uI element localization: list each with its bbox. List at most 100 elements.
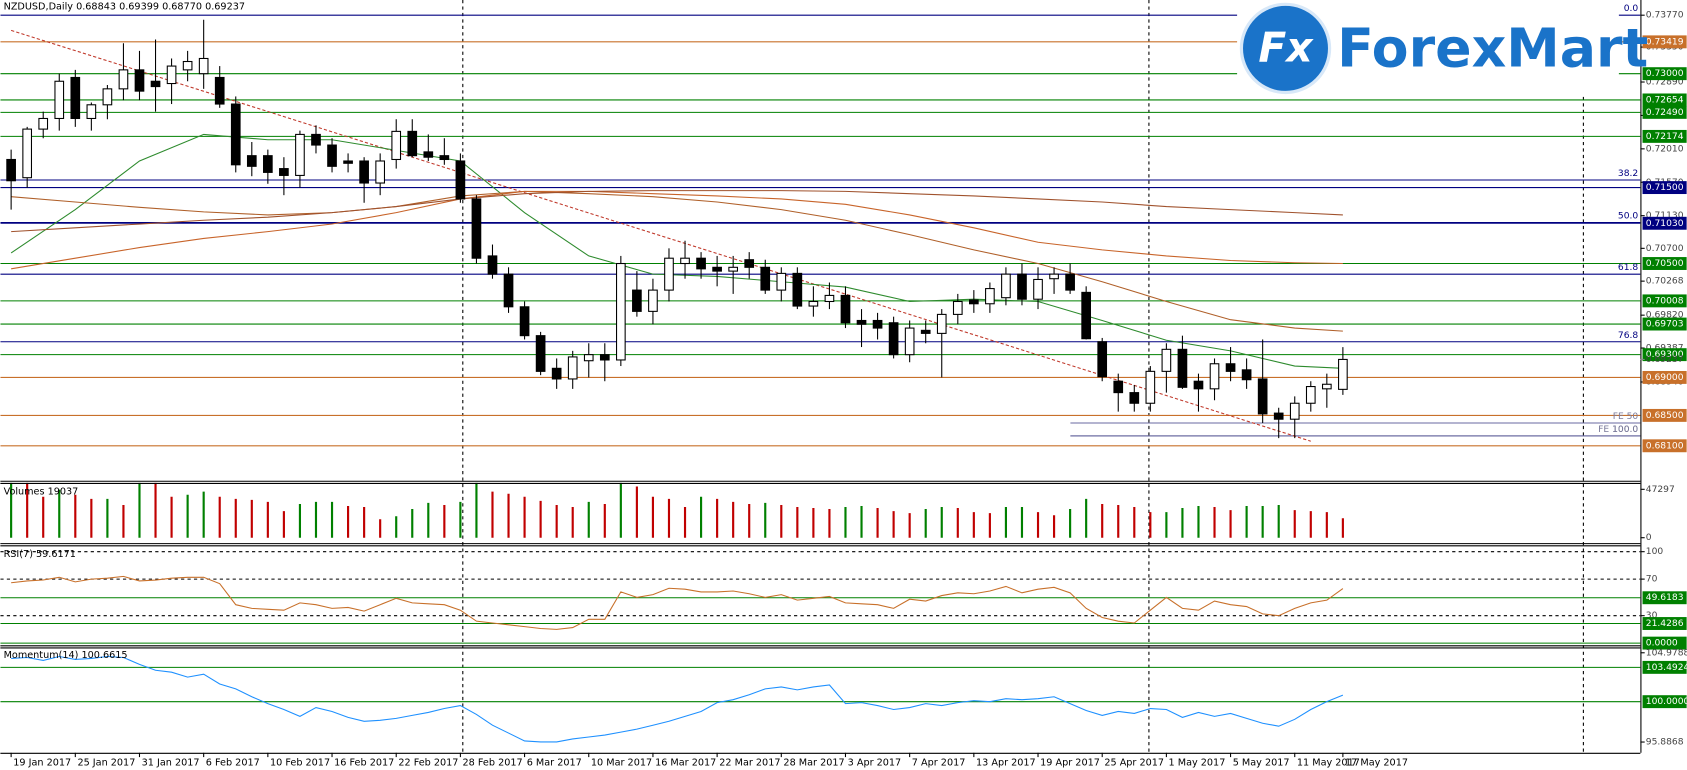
level-label-box <box>1642 617 1687 630</box>
fib-label: 38.2 <box>1618 169 1638 179</box>
x-tick-label: 16 Feb 2017 <box>334 757 394 768</box>
x-tick-label: 25 Apr 2017 <box>1104 757 1164 768</box>
level-label-box <box>1642 105 1687 119</box>
candle-body <box>22 128 33 179</box>
candle-body <box>359 160 369 184</box>
candle-body <box>198 57 209 75</box>
candle-body <box>616 262 626 361</box>
level-label-box <box>1642 348 1687 362</box>
indicator-line <box>11 655 1344 743</box>
candle-body <box>728 266 739 272</box>
candle-body <box>343 160 353 164</box>
candle-body <box>567 356 578 380</box>
candle-body <box>391 130 402 161</box>
candle-body <box>311 133 321 146</box>
level-label-box <box>1642 370 1687 384</box>
level-label: 49.6183 <box>1646 593 1684 603</box>
y-tick-label: 0.72890 <box>1646 78 1684 88</box>
candle-body <box>54 80 65 120</box>
symbol-header: NZDUSD,Daily 0.68843 0.69399 0.68770 0.6… <box>4 1 245 12</box>
candle-body <box>648 289 658 312</box>
candle-body <box>230 103 241 166</box>
candle-body <box>760 266 771 291</box>
level-label-box <box>1642 317 1687 331</box>
level-label: 0.72490 <box>1646 108 1684 118</box>
candle-body <box>503 273 514 308</box>
fib-label: 0.0 <box>1624 4 1639 14</box>
x-tick-label: 28 Mar 2017 <box>783 757 844 768</box>
candle-body <box>279 168 289 176</box>
x-tick-label: 25 Jan 2017 <box>77 757 135 768</box>
x-tick-label: 11 May 2017 <box>1297 757 1360 768</box>
level-label-box <box>1642 636 1687 650</box>
level-label: 0.73419 <box>1646 37 1684 47</box>
x-tick-label: 10 Feb 2017 <box>270 757 330 768</box>
candle-body <box>1177 348 1188 388</box>
candle-body <box>1081 291 1091 340</box>
moving-average <box>11 190 1343 332</box>
candle-body <box>680 257 690 265</box>
candle-body <box>6 158 16 182</box>
x-tick-label: 22 Mar 2017 <box>719 757 780 768</box>
x-tick-label: 5 May 2017 <box>1233 757 1290 768</box>
fe-label: FE 100.0 <box>1598 425 1638 435</box>
candle-body <box>1257 378 1268 415</box>
candle-body <box>38 117 49 130</box>
fe-label: FE 50 <box>1613 412 1639 422</box>
candle-body <box>1273 412 1284 420</box>
candle-body <box>246 155 257 167</box>
candle-body <box>1033 278 1043 300</box>
candle-body <box>102 88 113 106</box>
candle-body <box>792 272 803 307</box>
moving-average <box>11 190 1343 270</box>
x-tick-label: 22 Feb 2017 <box>398 757 458 768</box>
candle-body <box>535 335 546 372</box>
overlay: NZDUSD,Daily 0.68843 0.69399 0.68770 0.6… <box>4 0 1648 661</box>
candle-body <box>952 300 963 315</box>
candle-body <box>1289 402 1300 420</box>
level-label-box <box>1642 181 1687 195</box>
candle-body <box>1065 273 1075 291</box>
candle-body <box>1225 363 1236 372</box>
candle-body <box>1113 380 1124 394</box>
candle-body <box>295 133 305 176</box>
candle-body <box>664 257 674 291</box>
x-tick-label: 31 Jan 2017 <box>142 757 200 768</box>
level-label: 0.71500 <box>1646 183 1684 193</box>
candle-body <box>599 354 610 361</box>
level-label: 0.73000 <box>1646 69 1684 79</box>
candle-body <box>551 367 562 380</box>
price-panel <box>0 14 1641 447</box>
x-tick-label: 19 Jan 2017 <box>13 757 71 768</box>
level-label: 0.72654 <box>1646 95 1684 105</box>
candle-body <box>840 294 851 324</box>
y-tick-label: 104.9788 <box>1646 648 1687 658</box>
candle-body <box>1161 348 1172 372</box>
candle-body <box>214 76 225 105</box>
level-label-box <box>1642 35 1687 49</box>
logo-circle <box>1239 2 1332 95</box>
y-tick-label: 0.70700 <box>1646 244 1684 254</box>
x-tick-label: 10 Mar 2017 <box>591 757 652 768</box>
candle-body <box>1241 369 1252 381</box>
candle-body <box>1305 386 1316 404</box>
candle-body <box>471 198 482 259</box>
candle-body <box>327 144 337 167</box>
candle-body <box>744 259 755 268</box>
candle-body <box>1321 383 1332 390</box>
candle-body <box>134 69 145 92</box>
x-tick-label: 19 Apr 2017 <box>1040 757 1100 768</box>
x-tick-label: 7 Apr 2017 <box>912 757 966 768</box>
level-label-box <box>1642 591 1687 605</box>
candle-body <box>166 65 177 85</box>
candle-body <box>118 69 129 90</box>
candle-body <box>712 266 722 272</box>
candle-body <box>86 104 97 120</box>
y-tick-label: 47297 <box>1646 485 1675 495</box>
level-label: 0.69000 <box>1646 373 1684 383</box>
volume-panel <box>10 482 1344 538</box>
level-label: 0.70008 <box>1646 296 1684 306</box>
y-tick-label: 0 <box>1646 533 1652 543</box>
candle-body <box>969 299 979 305</box>
y-tick-label: 0.72010 <box>1646 144 1684 154</box>
